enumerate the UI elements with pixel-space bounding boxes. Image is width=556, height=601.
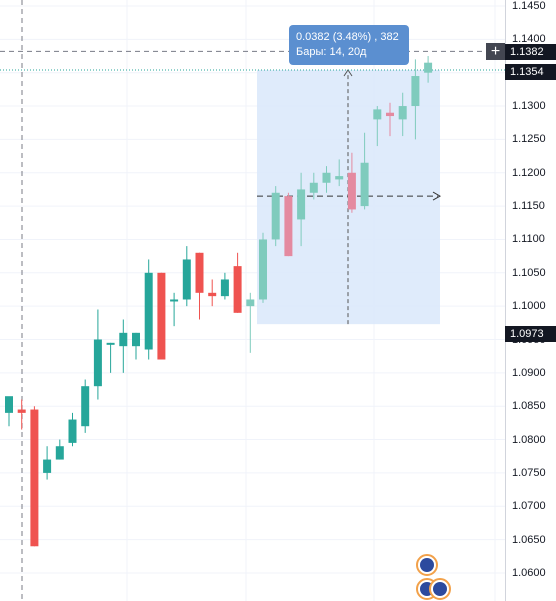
candle-body <box>271 192 280 240</box>
measure-bars: Бары: 14, 20д <box>296 46 367 58</box>
candle-body <box>284 196 293 257</box>
measure-tooltip: 0.0382 (3.48%) , 382 Бары: 14, 20д <box>289 25 409 65</box>
range-start-price-tag: 1.0973 <box>505 326 556 342</box>
add-icon[interactable]: + <box>486 43 505 60</box>
candle-body <box>347 172 356 210</box>
price-tick-label: 1.0800 <box>512 433 546 446</box>
price-tick-label: 1.0700 <box>512 500 546 513</box>
candle-body <box>259 239 267 300</box>
price-tick-label: 1.1100 <box>512 233 545 246</box>
candle-body <box>43 459 52 473</box>
crosshair-price-tag: 1.1382 <box>505 44 556 60</box>
candle-body <box>106 342 115 345</box>
candle-body <box>297 189 306 220</box>
price-tick-label: 1.0900 <box>512 366 546 379</box>
candle-body <box>144 272 153 350</box>
eu-flag-icon[interactable] <box>429 578 451 600</box>
candle-body <box>81 386 90 427</box>
price-tick-label: 1.0750 <box>512 466 546 479</box>
gb-flag-icon[interactable] <box>416 554 438 576</box>
price-tick-label: 1.1000 <box>512 300 546 313</box>
candle-body <box>386 112 394 117</box>
candle-body <box>17 409 26 413</box>
price-tick-label: 1.1150 <box>512 200 545 213</box>
price-tick-label: 1.0600 <box>512 566 546 579</box>
candle-body <box>30 409 39 547</box>
candle-body <box>309 182 318 193</box>
price-tick-label: 1.1250 <box>512 133 546 146</box>
candle-body <box>55 446 64 460</box>
candle-body <box>5 396 13 413</box>
price-tick-label: 1.0850 <box>512 400 546 413</box>
candle-body <box>68 419 77 443</box>
candle-body <box>220 279 229 297</box>
candle-body <box>233 266 242 313</box>
price-tick-label: 1.1400 <box>512 33 546 46</box>
candle-body <box>170 299 179 302</box>
candle-body <box>182 259 191 300</box>
candle-body <box>195 252 204 293</box>
candle-body <box>373 109 382 120</box>
last-price-tag: 1.1354 <box>505 64 556 80</box>
price-tick-label: 1.1050 <box>512 266 546 279</box>
candle-body <box>360 162 369 207</box>
price-tick-label: 1.1450 <box>512 0 546 12</box>
candle-body <box>132 332 140 347</box>
candle-body <box>93 339 102 387</box>
price-tick-label: 1.0650 <box>512 533 546 546</box>
candle-body <box>335 176 344 180</box>
candle-body <box>424 62 433 73</box>
price-tick-label: 1.1200 <box>512 166 546 179</box>
candle-body <box>411 76 420 107</box>
candle-body <box>119 332 128 347</box>
candle-body <box>157 272 166 360</box>
candle-body <box>322 172 331 183</box>
measure-change: 0.0382 (3.48%) , 382 <box>296 31 399 43</box>
measure-arrow-right <box>432 191 442 201</box>
price-tick-label: 1.1300 <box>512 100 546 113</box>
candle-body <box>208 292 217 297</box>
candle-body <box>246 299 255 307</box>
candle-body <box>398 106 407 120</box>
